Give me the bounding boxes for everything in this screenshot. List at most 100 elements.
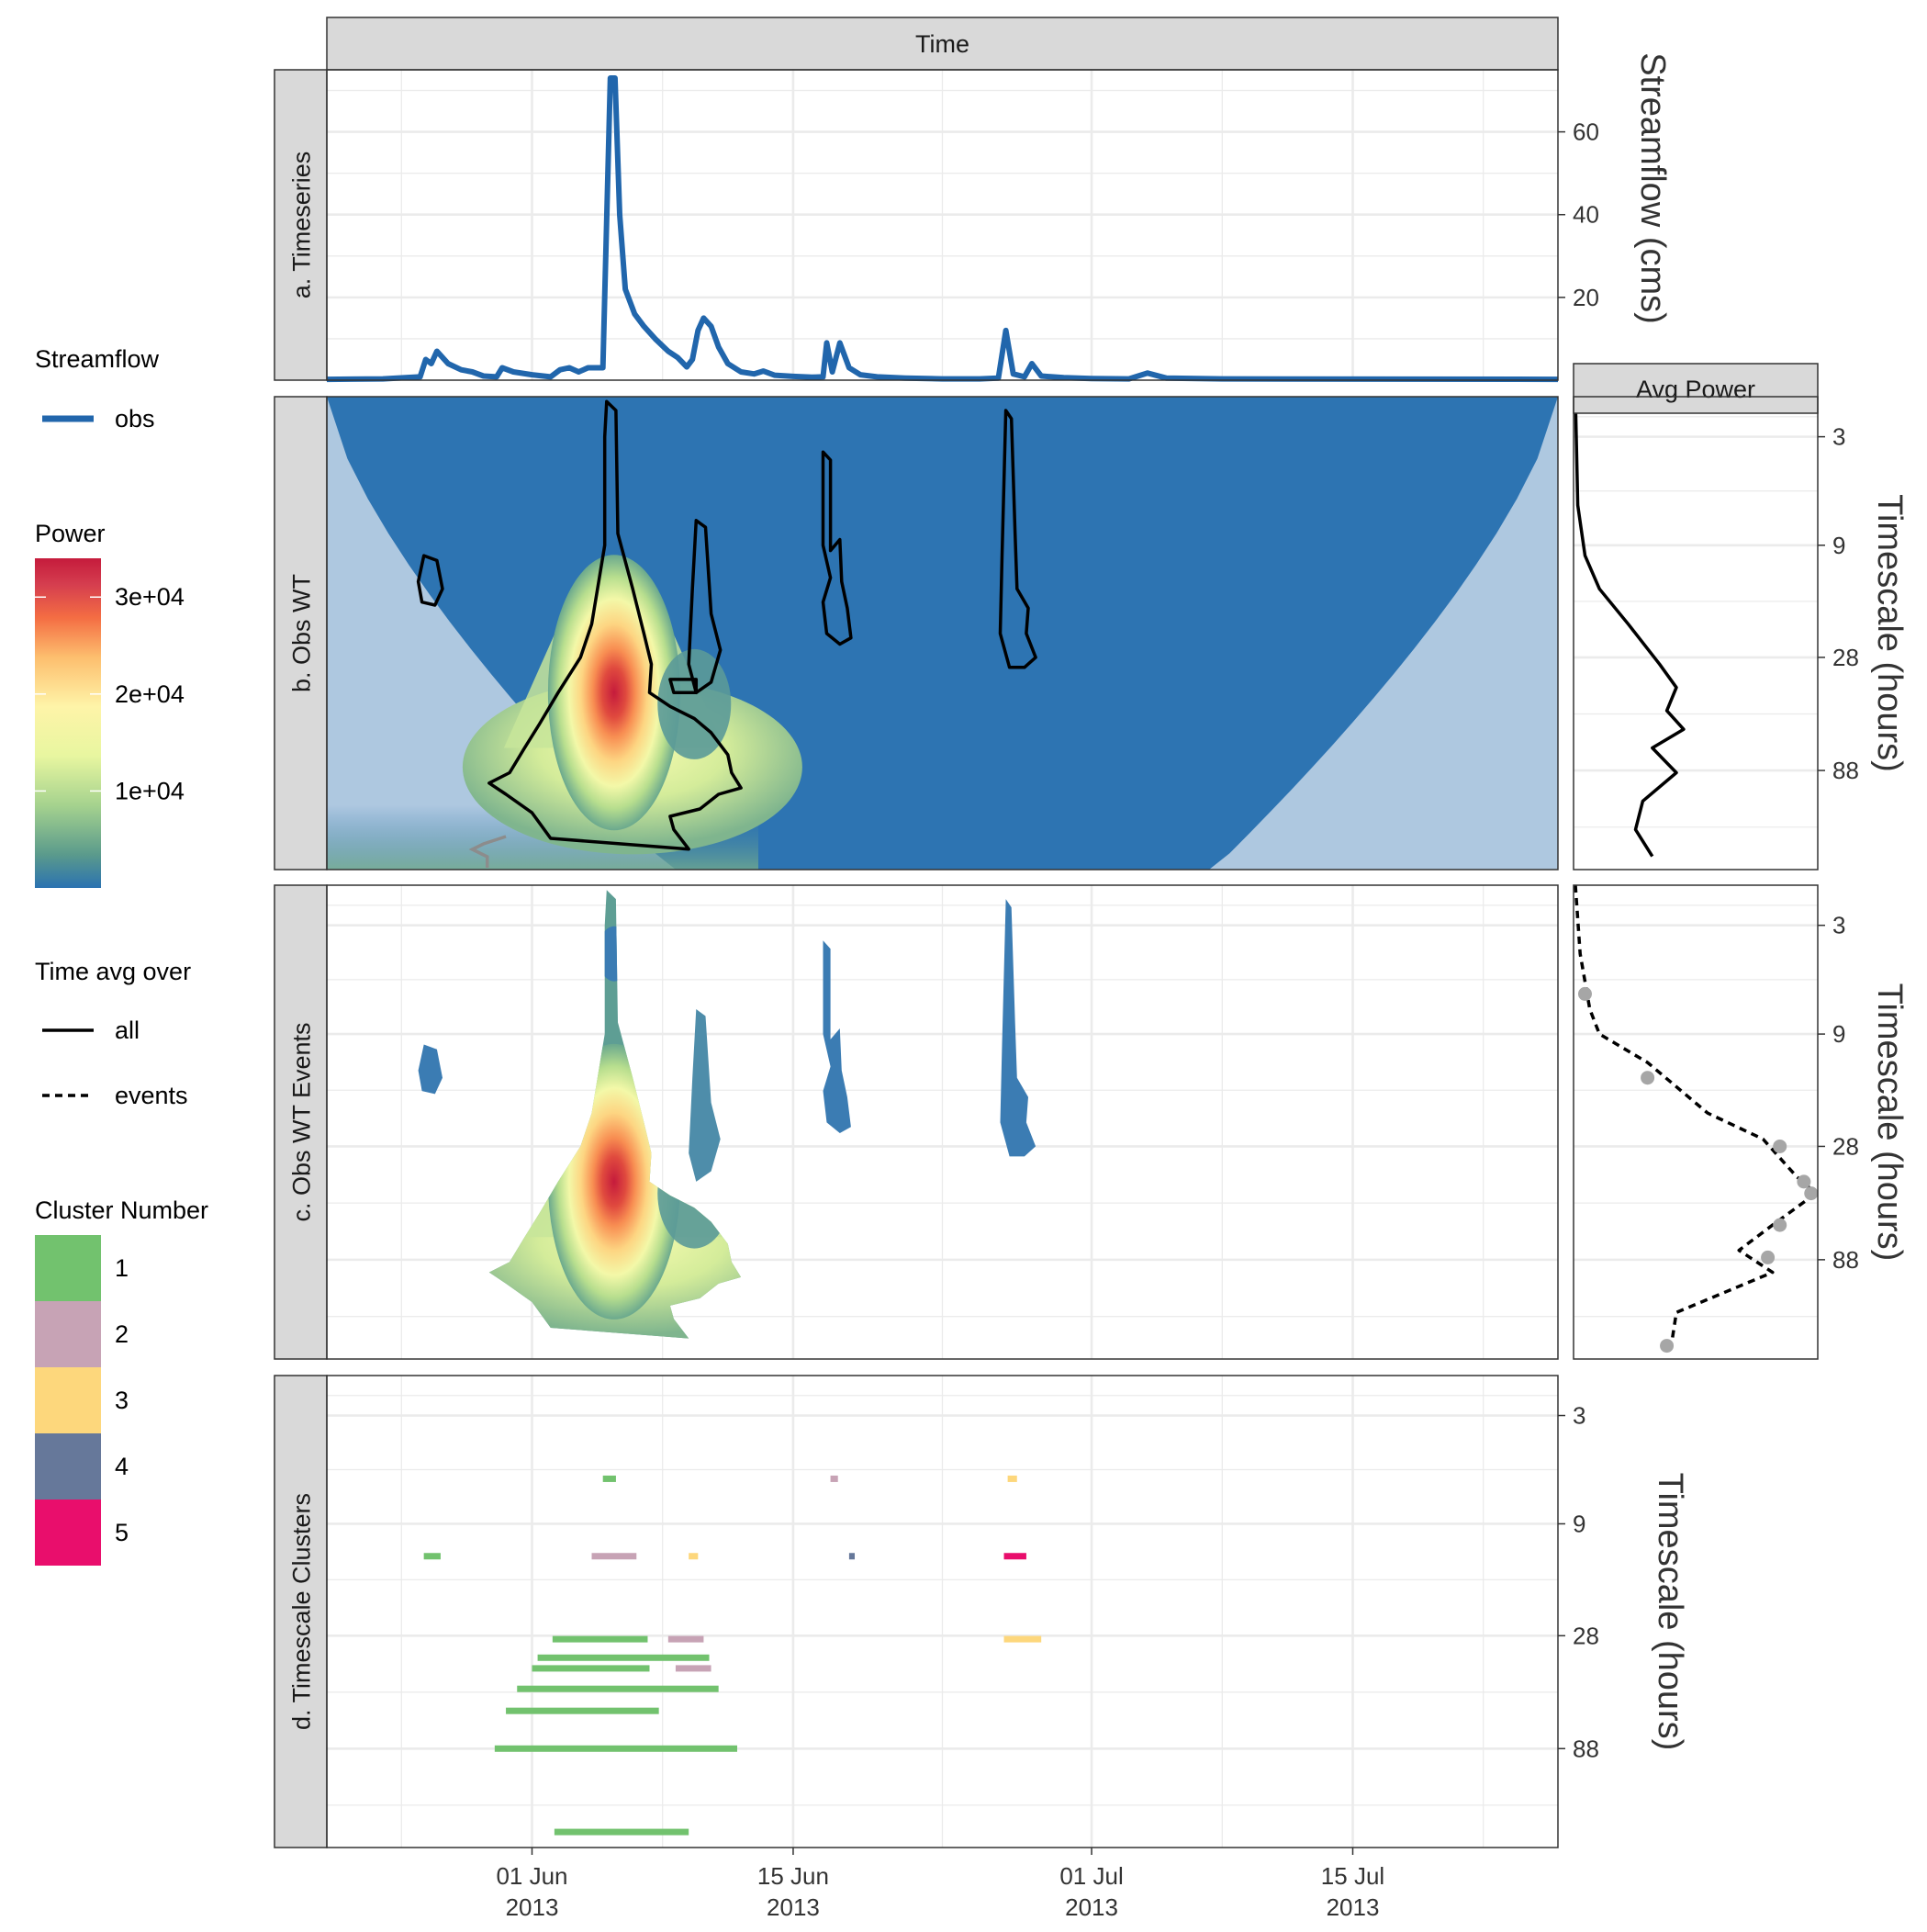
panel-c-border — [326, 884, 1559, 1360]
panel-b-side-background — [1574, 397, 1818, 870]
cluster-bar — [602, 1475, 616, 1482]
legend-events-label: events — [115, 1082, 188, 1109]
legend-cluster-swatch — [35, 1301, 101, 1367]
panel-d-grid — [327, 1376, 1558, 1848]
panel-strip — [274, 1375, 328, 1848]
legend-streamflow-title: Streamflow — [35, 345, 160, 373]
legend-cluster-title: Cluster Number — [35, 1196, 208, 1224]
side-b-y-tick-label: 9 — [1832, 532, 1845, 559]
panel-c-side-background — [1574, 885, 1818, 1359]
obs-wt-heatmap — [327, 397, 1558, 870]
cluster-bar — [494, 1745, 737, 1752]
side-c-y-tick-label: 9 — [1832, 1020, 1845, 1048]
timescale-axis-title-d: Timescale (hours) — [1651, 1473, 1689, 1751]
facet-strip-side-label: Avg Power — [1636, 376, 1755, 403]
avg-power-event-point — [1773, 1218, 1787, 1232]
panel-strip-label: b. Obs WT — [288, 574, 316, 692]
colorbar-tick-label: 3e+04 — [115, 583, 185, 611]
cluster-bar — [537, 1654, 710, 1661]
cluster-bar — [532, 1665, 650, 1672]
x-tick-label: 15 Jun — [757, 1862, 829, 1890]
legend-cluster-swatch — [35, 1500, 101, 1566]
panel-strip-label: d. Timescale Clusters — [288, 1493, 316, 1730]
legend-timeavg-title: Time avg over — [35, 958, 191, 985]
x-tick-label: 01 Jun — [496, 1862, 567, 1890]
panel-b-side-grid — [1574, 397, 1818, 870]
avg-power-event-point — [1660, 1339, 1675, 1354]
side-panel-c-border — [1573, 884, 1819, 1360]
legend-cluster-label: 4 — [115, 1453, 129, 1480]
avg-power-event-point — [1773, 1139, 1787, 1153]
panel-a-border — [326, 69, 1559, 381]
streamflow-axis-title: Streamflow (cms) — [1633, 52, 1672, 324]
event-region — [689, 1009, 721, 1182]
avg-power-event-point — [1797, 1174, 1811, 1189]
significance-contour — [668, 678, 699, 695]
timescale-y-tick-label: 3 — [1573, 1402, 1585, 1430]
avg-power-event-point — [1804, 1186, 1819, 1201]
x-tick-year: 2013 — [1065, 1893, 1118, 1921]
avg-power-all-line — [1574, 396, 1686, 858]
side-b-y-tick-label: 88 — [1832, 757, 1859, 784]
significance-contour — [416, 554, 444, 607]
timescale-y-tick-label: 88 — [1573, 1735, 1599, 1762]
panel-strip — [274, 884, 328, 1360]
power-colorbar — [35, 558, 101, 888]
legend-cluster-label: 3 — [115, 1387, 129, 1414]
legend-all-label: all — [115, 1017, 140, 1044]
cluster-bar — [848, 1553, 856, 1560]
x-tick-year: 2013 — [506, 1893, 559, 1921]
significance-contour — [998, 409, 1037, 669]
streamflow-y-tick-label: 60 — [1573, 118, 1599, 146]
avg-power-events-line — [1574, 884, 1818, 1344]
timescale-y-tick-label: 28 — [1573, 1622, 1599, 1649]
facet-strip-top-label: Time — [915, 30, 969, 58]
legend-obs-label: obs — [115, 405, 155, 432]
colorbar-tick-label: 2e+04 — [115, 680, 185, 708]
streamflow-y-tick-label: 20 — [1573, 284, 1599, 311]
significance-contour — [487, 399, 743, 851]
cluster-bar — [675, 1665, 711, 1672]
side-panel-b-border — [1573, 396, 1819, 871]
avg-power-event-point — [1577, 986, 1592, 1001]
cluster-bar — [1007, 1475, 1017, 1482]
obs-wt-power-peak — [547, 555, 680, 831]
side-c-y-tick-label: 28 — [1832, 1132, 1859, 1160]
cluster-bar — [1003, 1553, 1026, 1560]
facet-strip-side — [1573, 363, 1819, 414]
avg-power-event-point — [1761, 1250, 1776, 1264]
legend-cluster-label: 1 — [115, 1254, 129, 1282]
panel-a-grid — [327, 70, 1558, 380]
legend-cluster-label: 2 — [115, 1320, 129, 1348]
cluster-bar — [830, 1475, 838, 1482]
panel-strip-label: a. Timeseries — [288, 152, 316, 299]
cluster-bar — [506, 1707, 659, 1714]
cluster-bar — [552, 1635, 648, 1643]
avg-power-event-point — [1641, 1071, 1655, 1085]
timescale-axis-title-c: Timescale (hours) — [1870, 983, 1909, 1262]
side-b-y-tick-label: 3 — [1832, 423, 1845, 451]
legend-power-title: Power — [35, 520, 106, 547]
cluster-bar — [423, 1553, 441, 1560]
event-region — [823, 940, 851, 1133]
cluster-bar — [689, 1553, 699, 1560]
legend-cluster-label: 5 — [115, 1519, 129, 1546]
significance-contour — [821, 450, 853, 646]
panel-c-grid — [327, 885, 1558, 1359]
panel-d-border — [326, 1375, 1559, 1848]
timescale-axis-title-b: Timescale (hours) — [1870, 494, 1909, 772]
streamflow-y-tick-label: 40 — [1573, 201, 1599, 229]
panel-c-side-grid — [1574, 885, 1818, 1359]
side-c-y-tick-label: 88 — [1832, 1246, 1859, 1274]
x-tick-label: 15 Jul — [1321, 1862, 1384, 1890]
legend-cluster-swatch — [35, 1367, 101, 1433]
panel-strip — [274, 69, 328, 381]
legend-cluster-swatch — [35, 1235, 101, 1301]
panel-b-border — [326, 396, 1559, 871]
cluster-bar — [667, 1635, 704, 1643]
significance-contour-outside-cone — [468, 835, 507, 868]
cluster-bar — [1003, 1635, 1042, 1643]
streamflow-obs-line — [326, 75, 1559, 383]
